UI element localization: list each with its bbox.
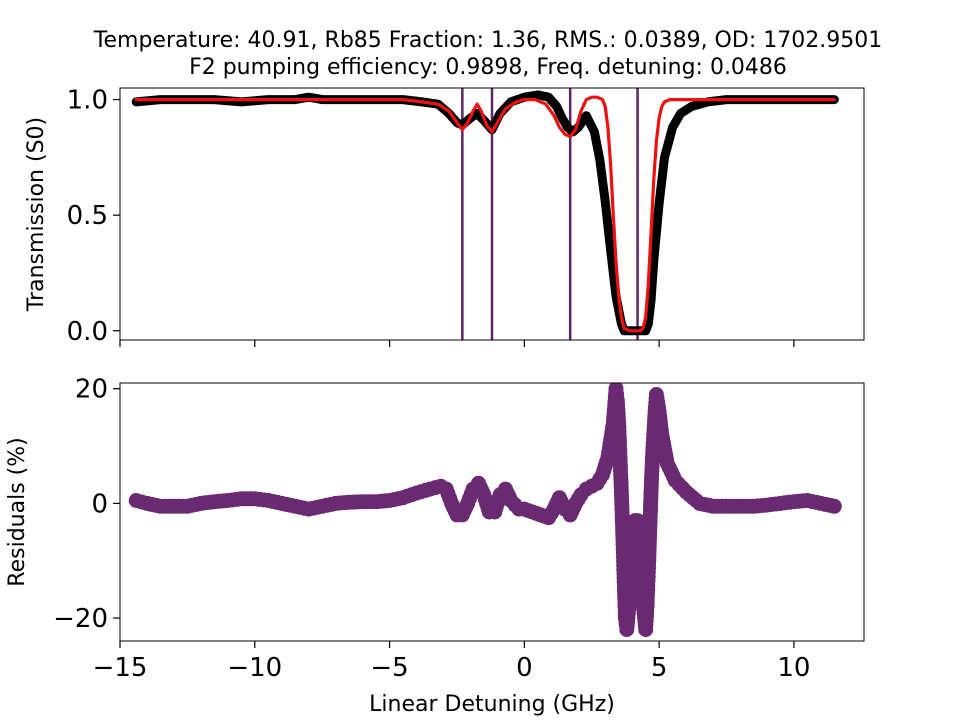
bottom-y-tick-label: 20	[75, 375, 108, 405]
top-y-tick-label: 0.5	[67, 201, 108, 231]
top-y-ticks: 0.0 0.5 1.0	[67, 86, 120, 347]
top-plot-frame	[119, 87, 865, 341]
x-axis-label: Linear Detuning (GHz)	[369, 692, 615, 717]
bottom-x-tick-label: 10	[777, 653, 810, 683]
bottom-y-tick-label: 0	[91, 489, 108, 519]
residual-points	[128, 383, 842, 637]
bottom-x-tick-label: 0	[516, 653, 533, 683]
fit-series	[134, 95, 836, 333]
bottom-x-tick-label: −10	[227, 653, 282, 683]
bottom-x-tick-label: −15	[93, 653, 148, 683]
bottom-x-ticks: −15 −10 −5 0 5 10	[93, 641, 810, 683]
top-y-tick-label: 1.0	[67, 86, 108, 116]
bottom-y-axis-label: Residuals (%)	[5, 437, 30, 586]
bottom-y-ticks: −20 0 20	[53, 375, 120, 634]
bottom-y-tick-label: −20	[53, 604, 108, 634]
top-x-ticks	[119, 340, 795, 347]
top-plot: 0.0 0.5 1.0 Transmission (S0)	[24, 86, 865, 347]
data-series	[131, 90, 839, 336]
bottom-plot: −20 0 20 −15 −10 −5 0 5 10 Residuals (%) Linear…	[5, 375, 865, 717]
fit-line	[134, 95, 836, 333]
bottom-x-tick-label: 5	[651, 653, 668, 683]
residual-point	[826, 498, 842, 514]
title-line-2: F2 pumping efficiency: 0.9898, Freq. det…	[189, 55, 787, 80]
bottom-x-tick-label: −5	[370, 653, 408, 683]
title-line-1: Temperature: 40.91, Rb85 Fraction: 1.36,…	[93, 28, 882, 53]
data-line	[131, 90, 839, 336]
top-y-axis-label: Transmission (S0)	[24, 117, 49, 312]
bottom-plot-frame	[119, 382, 865, 642]
top-y-tick-label: 0.0	[67, 317, 108, 347]
